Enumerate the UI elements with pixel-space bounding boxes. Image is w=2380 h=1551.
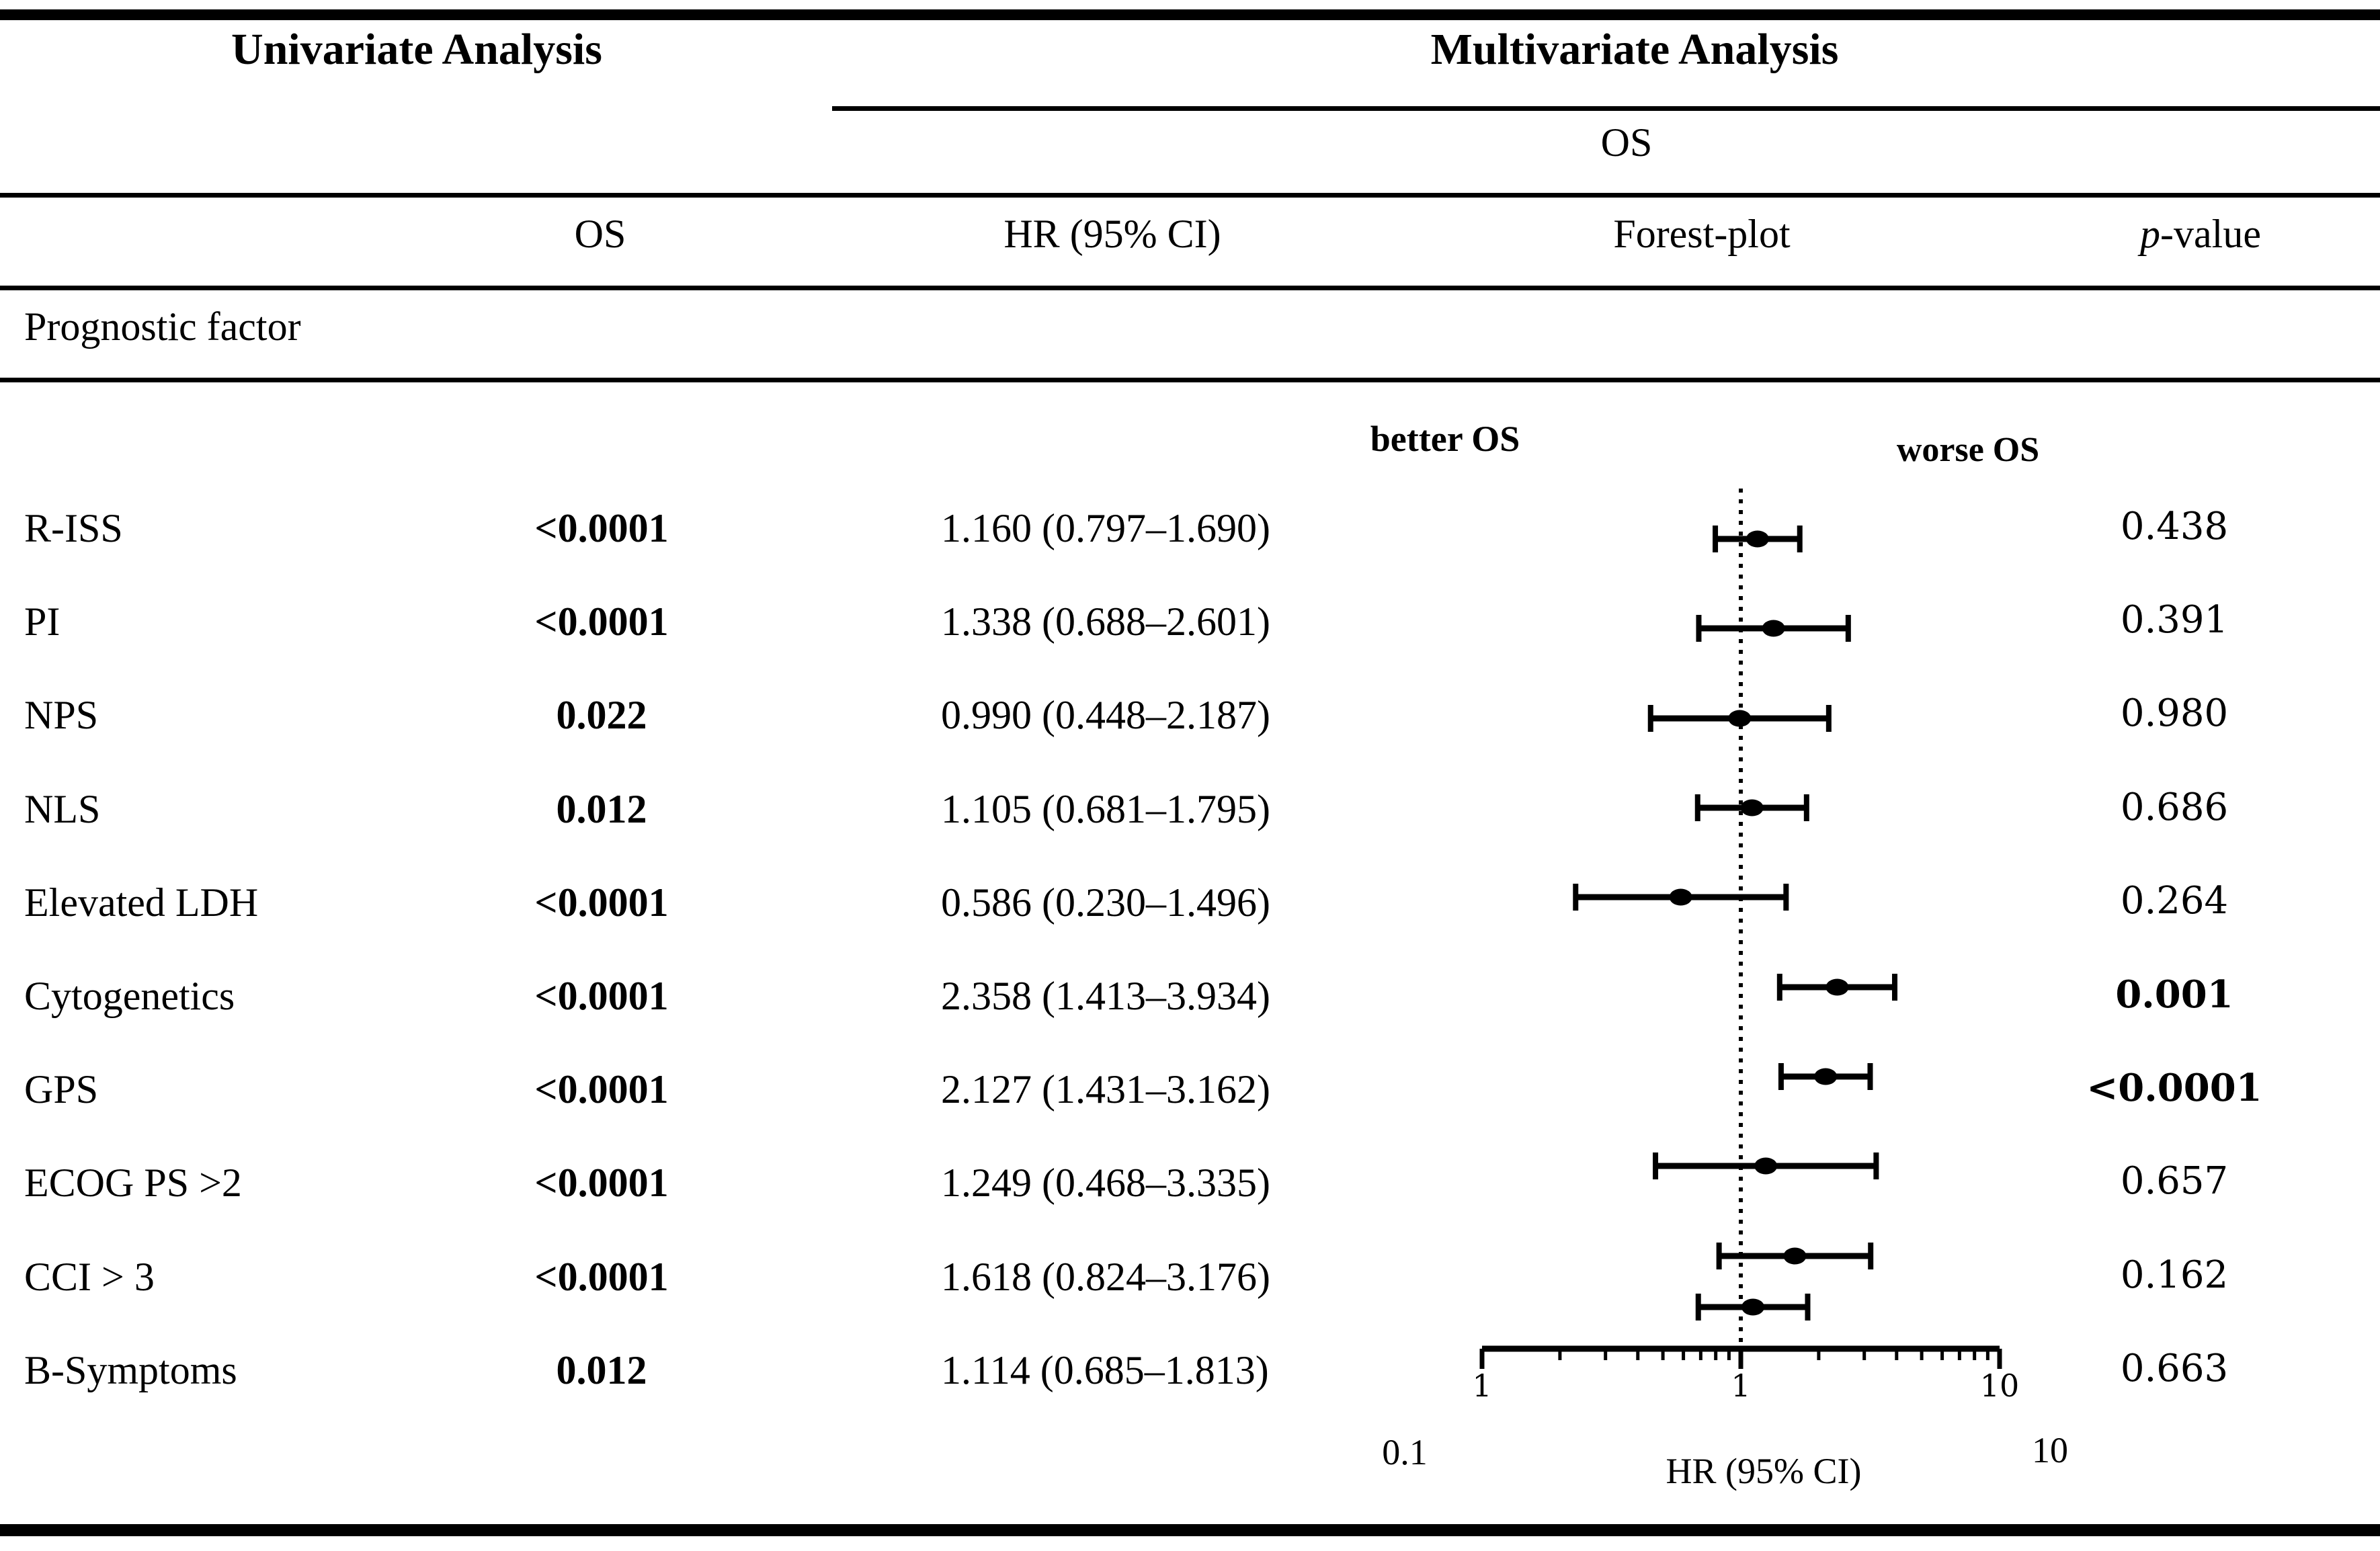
multivariate-analysis-header: Multivariate Analysis [1430,25,1839,74]
multivariate-p-value: 0.162 [2120,1253,2229,1297]
subheader-rule [0,193,2380,198]
colheader-rule [0,286,2380,290]
hr-ci-value: 0.586 (0.230–1.496) [941,880,1270,925]
multivariate-underline [832,106,2380,111]
multivariate-p-value: 0.001 [2115,972,2233,1017]
hr-point [1814,1068,1838,1085]
univariate-os-p-value: <0.0001 [534,1255,669,1299]
better-os-label: better OS [1370,419,1520,459]
univariate-os-p-value: <0.0001 [534,974,669,1018]
x-axis-tick-label: 10 [1980,1368,2020,1404]
factor-label: NPS [24,693,99,737]
factor-label: CCI > 3 [24,1255,155,1299]
x-axis-tick-label: 1 [1731,1368,1750,1404]
multivariate-p-value: 0.264 [2120,879,2229,923]
hr-ci-value: 1.105 (0.681–1.795) [941,787,1270,831]
multivariate-p-value: 0.657 [2120,1159,2229,1203]
factor-label: PI [24,599,60,644]
multivariate-p-value: 0.438 [2120,505,2229,548]
hr-point [1754,1157,1778,1175]
col-header-forest-plot: Forest-plot [1613,212,1791,256]
univariate-analysis-header: Univariate Analysis [231,25,602,74]
multivariate-p-value: 0.391 [2120,598,2229,642]
factor-label: Cytogenetics [24,974,235,1018]
hr-ci-value: 1.338 (0.688–2.601) [941,599,1270,644]
hr-ci-value: 0.990 (0.448–2.187) [941,693,1270,737]
hr-point [1669,888,1692,906]
multivariate-os-subheader: OS [1600,120,1653,165]
factor-label: R-ISS [24,506,123,550]
worse-os-label: worse OS [1896,431,2040,469]
factor-label: B-Symptoms [24,1348,237,1392]
forest-plot-graphic: 1 1 10 [1472,489,2020,1404]
col-header-hr-ci: HR (95% CI) [1003,212,1221,256]
hr-ci-value: 2.127 (1.431–3.162) [941,1067,1270,1112]
multivariate-p-value: 0.663 [2120,1347,2229,1390]
univariate-os-p-value: <0.0001 [534,506,669,550]
axis-max-label: 10 [2032,1430,2068,1470]
prognostic-factor-label: Prognostic factor [24,304,301,349]
axis-min-label: 0.1 [1382,1432,1428,1472]
univariate-os-p-value: <0.0001 [534,880,669,925]
univariate-os-p-value: <0.0001 [534,599,669,644]
hr-ci-value: 1.618 (0.824–3.176) [941,1255,1270,1299]
hr-point [1825,978,1849,996]
hr-ci-value: 1.249 (0.468–3.335) [941,1161,1270,1205]
hr-point [1741,1298,1765,1316]
univariate-os-p-value: <0.0001 [534,1067,669,1112]
hr-ci-value: 1.114 (0.685–1.813) [941,1348,1269,1392]
x-axis-tick-label: 1 [1472,1368,1491,1404]
hr-point [1740,799,1764,816]
univariate-os-p-value: 0.022 [556,693,647,737]
hr-ci-value: 2.358 (1.413–3.934) [941,974,1270,1018]
top-border [0,9,2380,20]
col-header-p-value: p-value [2033,211,2369,257]
multivariate-p-value: <0.0001 [2086,1066,2262,1110]
axis-title: HR (95% CI) [1666,1451,1862,1491]
factor-label: Elevated LDH [24,880,259,925]
bottom-border [0,1524,2380,1536]
factor-label: ECOG PS >2 [24,1161,242,1205]
factor-label: GPS [24,1067,99,1112]
col-header-os: OS [574,212,626,256]
hr-ci-value: 1.160 (0.797–1.690) [941,506,1270,550]
factor-label: NLS [24,787,101,831]
multivariate-p-value: 0.686 [2120,786,2229,829]
univariate-os-p-value: 0.012 [556,787,647,831]
p-value-header-rest: -value [2160,212,2261,256]
univariate-os-p-value: <0.0001 [534,1161,669,1205]
p-value-header-italic-p: p [2140,212,2161,256]
hr-point [1728,710,1752,727]
hr-point [1762,620,1785,637]
hr-point [1783,1247,1807,1265]
hr-point [1746,530,1769,548]
univariate-os-p-value: 0.012 [556,1348,647,1392]
section-rule [0,378,2380,382]
multivariate-p-value: 0.980 [2120,691,2229,735]
